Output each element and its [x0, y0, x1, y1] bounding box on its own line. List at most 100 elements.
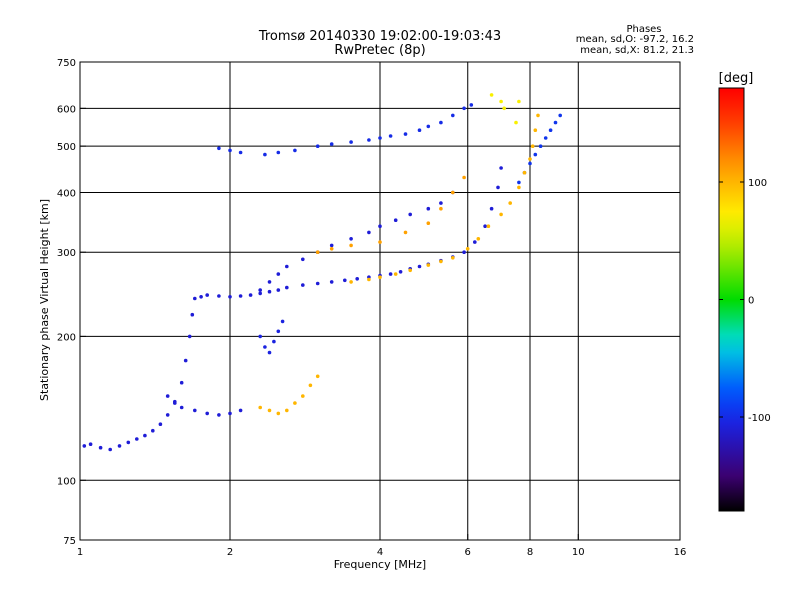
data-point — [476, 237, 481, 241]
data-point — [355, 277, 360, 281]
data-point — [272, 339, 276, 344]
data-point — [489, 93, 494, 97]
data-point — [489, 206, 494, 211]
y-axis-label: Stationary phase Virtual Height [km] — [38, 199, 51, 401]
data-point — [151, 428, 155, 433]
data-point — [179, 405, 184, 410]
data-point — [451, 113, 455, 118]
data-point — [349, 280, 353, 284]
data-point — [267, 350, 272, 355]
data-point — [217, 146, 221, 151]
y-tick-label: 750 — [57, 58, 76, 69]
data-point — [193, 408, 197, 413]
data-point — [462, 106, 466, 111]
data-point — [465, 247, 470, 251]
x-tick-label: 1 — [77, 547, 83, 558]
chart-subtitle: RwPretec (8p) — [334, 43, 425, 58]
data-point — [403, 230, 408, 235]
x-tick-label: 2 — [227, 547, 233, 558]
data-point — [343, 278, 347, 283]
data-point — [483, 224, 487, 228]
data-point — [469, 103, 474, 107]
data-point — [378, 240, 382, 244]
data-point — [486, 224, 491, 228]
data-point — [276, 288, 281, 292]
data-point — [502, 106, 507, 111]
x-tick-label: 6 — [465, 547, 471, 558]
data-point — [258, 334, 263, 339]
data-point — [517, 185, 521, 190]
data-point — [530, 144, 535, 148]
data-point — [499, 166, 503, 170]
data-point — [179, 380, 184, 385]
data-point — [508, 201, 512, 205]
grid-lines — [80, 62, 680, 540]
data-point — [308, 383, 313, 388]
data-point — [228, 148, 232, 153]
data-point — [238, 294, 243, 298]
data-point — [98, 445, 103, 450]
data-point — [393, 218, 398, 222]
data-point — [329, 247, 334, 251]
data-point — [165, 394, 170, 398]
data-point — [258, 288, 263, 292]
data-point — [426, 206, 431, 211]
data-point — [426, 263, 431, 267]
data-point — [367, 230, 371, 235]
data-point — [533, 128, 538, 132]
data-point — [403, 132, 408, 136]
data-point — [88, 442, 93, 447]
data-point — [82, 444, 87, 448]
colorbar-tick-label: -100 — [748, 413, 771, 424]
data-point — [293, 148, 297, 153]
data-point — [228, 411, 232, 416]
data-point — [417, 128, 422, 132]
data-point — [173, 401, 177, 405]
y-tick-label: 500 — [57, 142, 76, 153]
data-point — [349, 243, 353, 248]
y-tick-label: 200 — [57, 332, 76, 343]
data-point — [301, 283, 305, 287]
y-tick-label: 300 — [57, 248, 76, 259]
colorbar-label: [deg] — [719, 71, 754, 86]
data-point — [108, 447, 112, 452]
data-point — [315, 374, 320, 379]
data-point — [462, 175, 466, 180]
data-point — [183, 358, 188, 363]
data-point — [378, 275, 382, 280]
data-point — [462, 250, 466, 254]
data-point — [267, 408, 272, 413]
x-tick-label: 10 — [572, 547, 585, 558]
stats-line-o: mean, sd,O: -97.2, 16.2 — [576, 34, 694, 45]
data-point — [473, 240, 477, 244]
data-point — [276, 272, 281, 276]
x-axis-ticks: 1 2 4 6 8 10 16 — [77, 534, 687, 558]
data-point — [187, 334, 192, 339]
y-tick-label: 100 — [57, 476, 76, 487]
data-point — [393, 272, 398, 276]
data-point — [417, 264, 422, 269]
data-point — [238, 408, 243, 413]
data-point — [285, 285, 289, 290]
data-point — [349, 237, 353, 241]
data-point — [439, 120, 443, 125]
data-point — [398, 270, 403, 274]
data-point — [426, 124, 431, 129]
data-point — [439, 206, 443, 211]
data-point — [117, 444, 122, 448]
data-point — [329, 243, 334, 248]
x-tick-label: 8 — [527, 547, 533, 558]
data-point — [217, 294, 221, 298]
data-point — [205, 411, 209, 416]
data-point — [228, 295, 232, 299]
x-tick-label: 16 — [674, 547, 687, 558]
data-point — [451, 190, 455, 195]
data-point — [190, 312, 195, 317]
data-point — [548, 128, 553, 132]
data-point — [439, 201, 443, 205]
data-point — [217, 413, 221, 417]
colorbar-tick-label: 0 — [748, 296, 754, 307]
x-tick-label: 4 — [377, 547, 383, 558]
data-point — [238, 150, 243, 155]
